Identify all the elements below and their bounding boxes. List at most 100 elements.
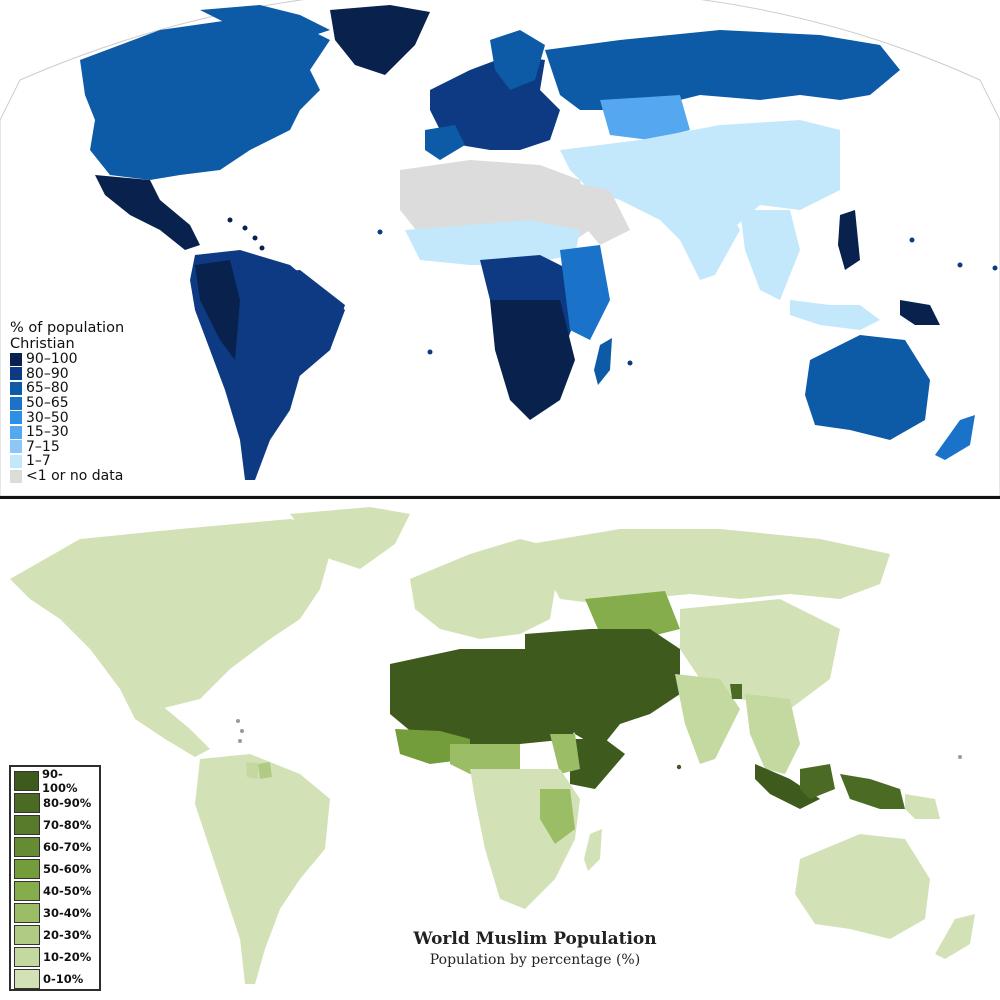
- muslim-legend: 90-100% 80-90% 70-80% 60-70% 50-60% 40-50% 30-…: [9, 765, 101, 991]
- andes-west: [195, 260, 240, 360]
- legend-label: 50-60%: [43, 862, 92, 876]
- indonesia: [790, 300, 880, 330]
- pacific-island: [909, 237, 915, 243]
- legend-label: 20-30%: [43, 928, 92, 942]
- legend-swatch: [14, 969, 40, 989]
- legend-swatch: [14, 925, 40, 945]
- christian-legend-row: <1 or no data: [10, 468, 160, 484]
- panel-divider: [0, 496, 1000, 499]
- legend-swatch: [10, 367, 22, 381]
- legend-swatch: [10, 396, 22, 410]
- legend-label: 65–80: [26, 380, 69, 397]
- new-zealand: [935, 415, 975, 460]
- southeast-asia: [745, 694, 800, 774]
- legend-swatch: [14, 903, 40, 923]
- legend-label: 50–65: [26, 395, 69, 412]
- legend-swatch: [14, 881, 40, 901]
- christian-legend-row: 90–100: [10, 351, 160, 368]
- legend-swatch: [14, 771, 40, 791]
- muslim-legend-row: 30-40%: [14, 902, 96, 924]
- legend-label: 30-40%: [43, 906, 92, 920]
- legend-swatch: [10, 454, 22, 468]
- scandinavia: [490, 30, 545, 90]
- australia: [795, 834, 930, 939]
- legend-label: 40-50%: [43, 884, 92, 898]
- suriname: [258, 762, 272, 779]
- legend-swatch: [14, 793, 40, 813]
- papua-new-guinea: [905, 794, 940, 819]
- pacific-island: [992, 265, 998, 271]
- muslim-legend-row: 90-100%: [14, 767, 96, 795]
- papua-new-guinea: [900, 300, 940, 325]
- legend-title-line2: Christian: [10, 336, 75, 352]
- legend-title-line1: % of population: [10, 320, 125, 336]
- europe: [410, 539, 560, 639]
- india: [660, 195, 740, 280]
- borneo: [800, 764, 835, 799]
- madagascar: [584, 829, 602, 871]
- kazakhstan: [600, 95, 690, 140]
- legend-label: 70-80%: [43, 818, 92, 832]
- legend-swatch: [10, 440, 22, 454]
- christian-legend-row: 65–80: [10, 380, 160, 397]
- legend-label: 80-90%: [43, 796, 92, 810]
- bangladesh: [730, 684, 742, 699]
- legend-label: 7–15: [26, 438, 60, 455]
- canada-north: [200, 5, 330, 40]
- muslim-legend-row: 40-50%: [14, 880, 96, 902]
- muslim-legend-row: 10-20%: [14, 946, 96, 968]
- caribbean-island: [240, 729, 244, 733]
- kazakhstan: [585, 591, 680, 639]
- legend-label: 1–7: [26, 453, 51, 470]
- indian-ocean-island: [627, 360, 633, 366]
- greenland: [330, 5, 430, 75]
- christian-world-map: [0, 0, 1000, 496]
- legend-label: 80–90: [26, 365, 69, 382]
- caribbean-island: [242, 225, 248, 231]
- muslim-legend-row: 20-30%: [14, 924, 96, 946]
- atlantic-island: [377, 229, 383, 235]
- greenland: [290, 507, 410, 569]
- legend-label: 90-100%: [42, 767, 78, 795]
- legend-swatch: [10, 469, 22, 483]
- muslim-legend-row: 70-80%: [14, 814, 96, 836]
- muslim-legend-row: 80-90%: [14, 792, 96, 814]
- south-america: [195, 754, 330, 984]
- southeast-asia: [740, 210, 800, 300]
- muslim-legend-row: 50-60%: [14, 858, 96, 880]
- indonesia-west: [755, 764, 820, 809]
- christian-legend-row: 7–15: [10, 438, 160, 455]
- muslim-map-subtitle: Population by percentage (%): [429, 952, 641, 968]
- legend-label: 0-10%: [43, 972, 84, 986]
- philippines: [838, 210, 860, 270]
- legend-label: 30–50: [26, 409, 69, 426]
- legend-swatch: [10, 411, 22, 425]
- indian-ocean-island: [676, 764, 682, 770]
- christian-legend: % of population Christian 90–100 80–90 65–…: [10, 320, 160, 484]
- atlantic-island: [427, 349, 433, 355]
- russia: [545, 30, 900, 110]
- india: [675, 674, 740, 764]
- north-africa: [390, 649, 585, 744]
- north-america: [10, 519, 360, 709]
- mexico-central-america: [95, 175, 200, 250]
- christian-legend-row: 30–50: [10, 409, 160, 426]
- christian-legend-row: 50–65: [10, 395, 160, 412]
- central-america: [120, 689, 210, 757]
- russia: [530, 529, 890, 604]
- muslim-map-title: World Muslim Population: [413, 929, 657, 949]
- christian-legend-row: 1–7: [10, 453, 160, 470]
- legend-swatch: [14, 947, 40, 967]
- pacific-island: [958, 755, 962, 759]
- legend-swatch: [14, 859, 40, 879]
- caribbean-island: [259, 245, 265, 251]
- tanzania-mozambique: [540, 789, 575, 844]
- new-zealand: [935, 914, 975, 959]
- caribbean-island: [252, 235, 258, 241]
- legend-label: 90–100: [26, 351, 78, 368]
- sahel: [405, 220, 580, 265]
- muslim-legend-row: 0-10%: [14, 968, 96, 990]
- caribbean-island: [238, 739, 242, 743]
- legend-swatch: [10, 352, 22, 366]
- muslim-population-map-panel: 90-100% 80-90% 70-80% 60-70% 50-60% 40-50% 30-…: [0, 499, 1000, 1000]
